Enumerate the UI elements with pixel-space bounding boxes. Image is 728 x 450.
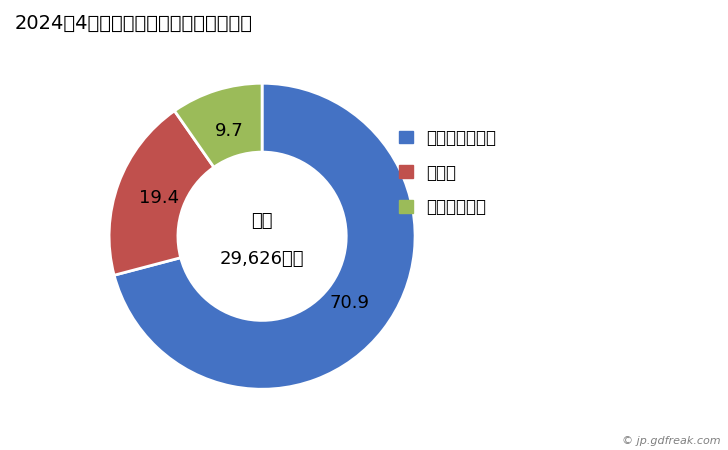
Text: 9.7: 9.7 <box>215 122 243 140</box>
Text: 総額: 総額 <box>251 212 273 230</box>
Wedge shape <box>175 83 262 167</box>
Text: 19.4: 19.4 <box>138 189 179 207</box>
Legend: バングラデシュ, トルコ, インドネシア: バングラデシュ, トルコ, インドネシア <box>393 122 503 223</box>
Wedge shape <box>114 83 415 389</box>
Wedge shape <box>109 111 214 275</box>
Text: 70.9: 70.9 <box>329 294 369 312</box>
Text: © jp.gdfreak.com: © jp.gdfreak.com <box>622 436 721 446</box>
Text: 29,626万円: 29,626万円 <box>220 250 304 268</box>
Text: 2024年4月の輸出相手国のシェア（％）: 2024年4月の輸出相手国のシェア（％） <box>15 14 253 32</box>
